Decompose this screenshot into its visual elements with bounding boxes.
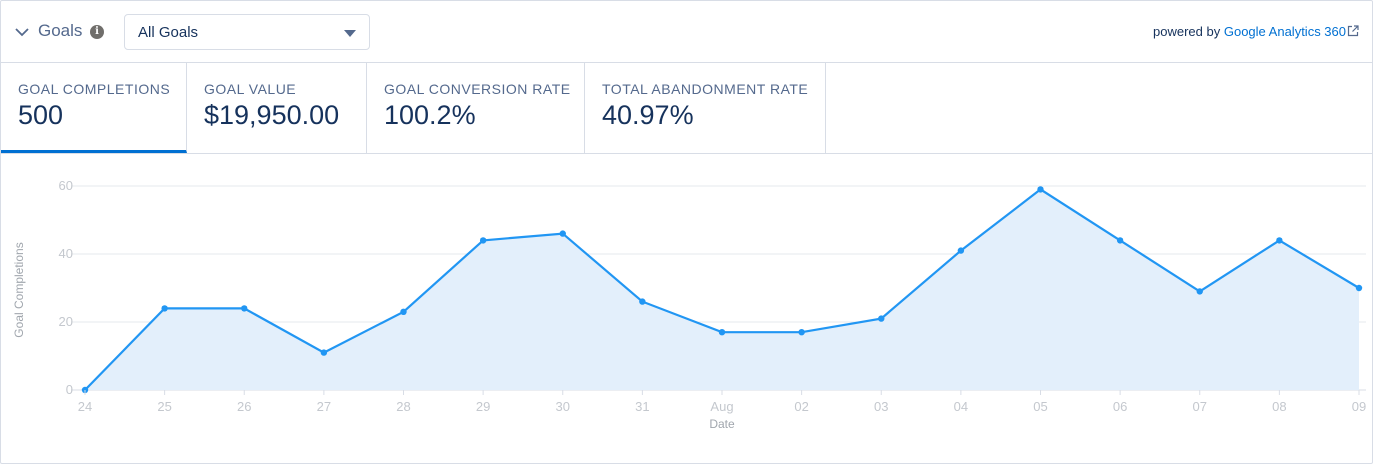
y-tick-label: 40 <box>59 246 73 261</box>
data-point <box>1355 284 1363 292</box>
tab-label: GOAL COMPLETIONS <box>18 81 171 97</box>
y-tick-label: 0 <box>66 382 73 397</box>
x-tick-label: 28 <box>396 399 410 414</box>
tab-label: GOAL VALUE <box>204 81 297 97</box>
data-point <box>957 247 965 254</box>
data-point <box>1276 237 1283 244</box>
series-area <box>85 189 1359 390</box>
x-tick-label: 09 <box>1352 399 1366 414</box>
tab-label: TOTAL ABANDONMENT RATE <box>602 81 809 97</box>
section-title: Goals <box>38 21 83 40</box>
x-tick-label: 08 <box>1272 399 1286 414</box>
data-point <box>639 298 646 305</box>
metric-tabs: GOAL COMPLETIONS 500 GOAL VALUE $19,950.… <box>1 63 1372 154</box>
data-point <box>718 329 726 336</box>
x-tick-label: 07 <box>1193 399 1207 414</box>
y-tick-label: 20 <box>59 314 73 329</box>
data-point <box>400 308 407 315</box>
data-point <box>798 329 805 336</box>
google-analytics-link[interactable]: Google Analytics 360 <box>1223 24 1346 39</box>
goal-select[interactable]: All Goals <box>124 14 370 50</box>
chevron-down-icon[interactable] <box>13 23 31 41</box>
data-point <box>878 315 885 322</box>
x-axis-title: Date <box>709 417 735 431</box>
powered-by-text: powered by Google Analytics 360 <box>1153 24 1346 39</box>
tab-value: 100.2% <box>384 100 476 130</box>
tab-value: 40.97% <box>602 100 694 130</box>
x-tick-label: 06 <box>1113 399 1127 414</box>
info-icon[interactable]: i <box>90 25 104 39</box>
tab-goal-conversion-rate[interactable]: GOAL CONVERSION RATE 100.2% <box>367 63 585 153</box>
tab-total-abandonment-rate[interactable]: TOTAL ABANDONMENT RATE 40.97% <box>585 63 826 153</box>
x-tick-label: 30 <box>556 399 570 414</box>
x-tick-label: 31 <box>635 399 649 414</box>
data-point <box>320 349 328 356</box>
x-tick-label: Aug <box>710 399 733 414</box>
x-tick-label: 29 <box>476 399 490 414</box>
caret-down-icon <box>344 30 356 37</box>
data-point <box>479 237 487 244</box>
x-tick-label: 04 <box>954 399 968 414</box>
tab-goal-value[interactable]: GOAL VALUE $19,950.00 <box>187 63 367 153</box>
x-tick-label: 26 <box>237 399 251 414</box>
data-point <box>241 305 248 312</box>
tab-label: GOAL CONVERSION RATE <box>384 81 571 97</box>
tab-goal-completions[interactable]: GOAL COMPLETIONS 500 <box>1 63 187 153</box>
goal-completions-chart: 0 20 40 60 24 25 26 27 28 29 30 31 Aug 02 03 04 05 06 07 08… <box>1 154 1373 465</box>
x-tick-label: 05 <box>1033 399 1047 414</box>
external-link-icon[interactable] <box>1347 25 1359 37</box>
x-tick-label: 02 <box>794 399 808 414</box>
y-axis-title: Goal Completions <box>12 242 26 337</box>
tab-value: $19,950.00 <box>204 100 340 130</box>
y-tick-label: 60 <box>59 178 73 193</box>
data-point <box>559 230 566 237</box>
data-point <box>1037 186 1044 193</box>
x-tick-label: 27 <box>317 399 331 414</box>
data-point <box>161 305 168 312</box>
data-point <box>1116 237 1124 244</box>
tab-value: 500 <box>18 100 64 130</box>
x-tick-label: 25 <box>157 399 171 414</box>
data-point <box>1196 288 1203 295</box>
x-tick-label: 24 <box>78 399 92 414</box>
chart-svg: 0 20 40 60 24 25 26 27 28 29 30 31 Aug 02 03 04 05 06 07 08… <box>12 178 1366 431</box>
goal-select-value: All Goals <box>138 24 199 41</box>
powered-prefix: powered by <box>1153 24 1221 39</box>
x-tick-label: 03 <box>874 399 888 414</box>
goals-header: Goals i All Goals powered by Google Anal… <box>1 1 1372 63</box>
